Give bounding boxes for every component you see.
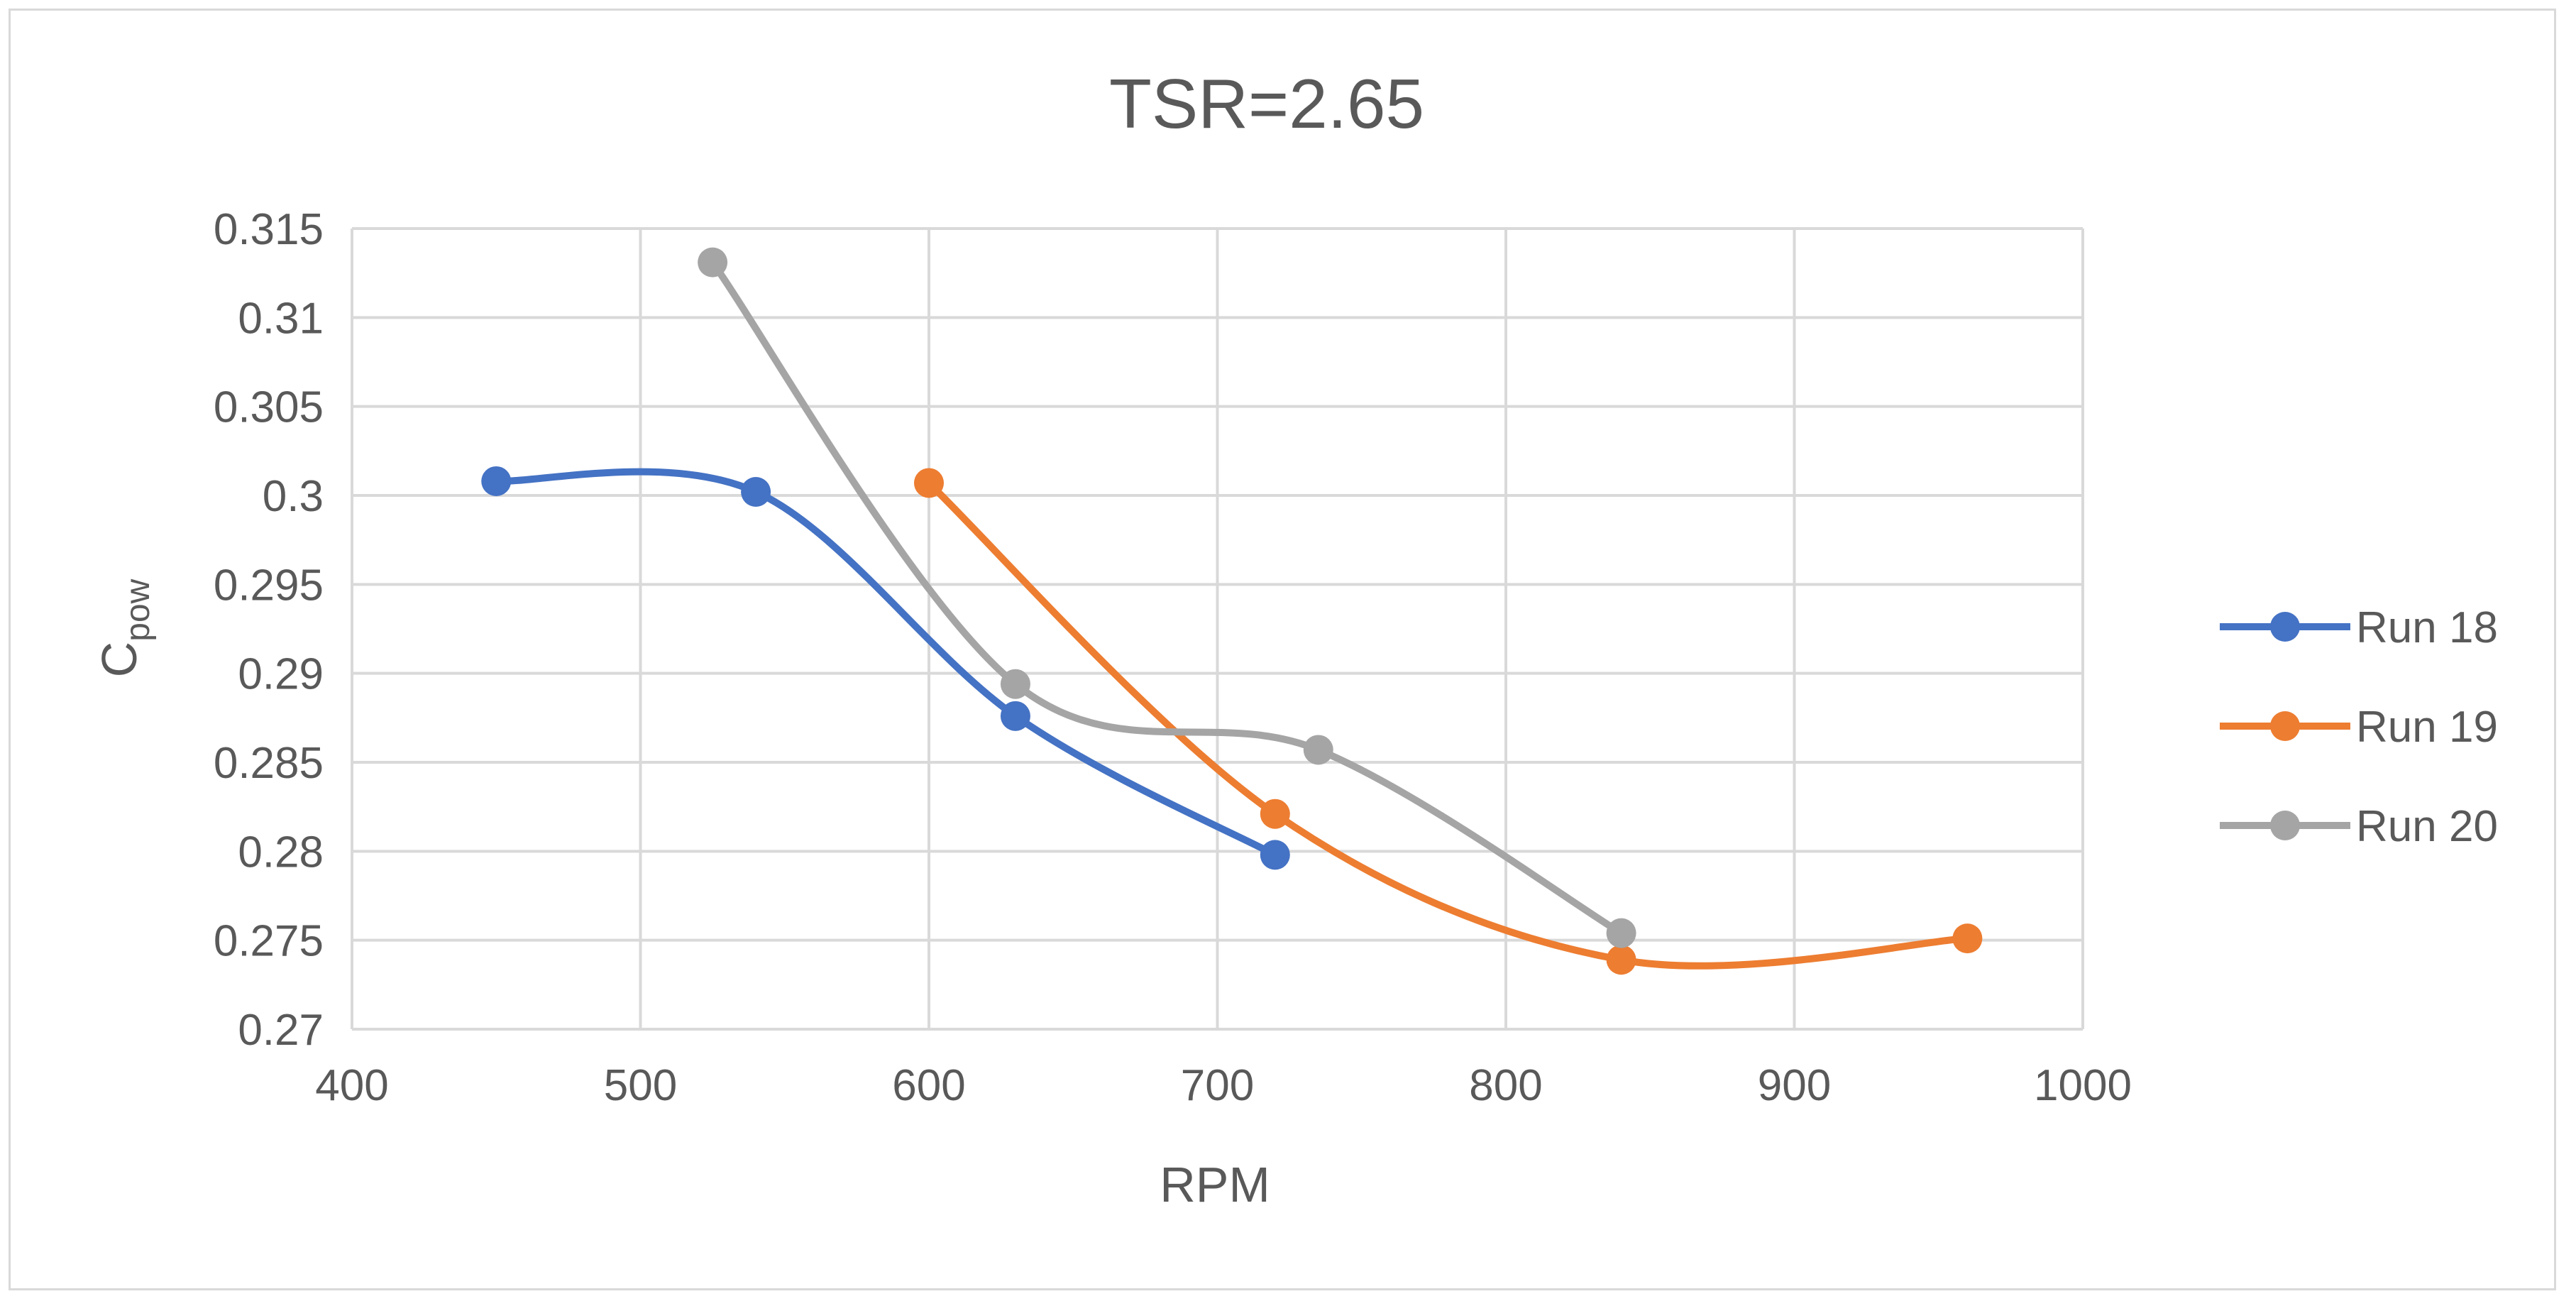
series-run-18 <box>481 466 1290 870</box>
data-point-run-19 <box>1606 945 1636 975</box>
data-point-run-19 <box>1952 923 1983 954</box>
data-point-run-18 <box>741 476 771 507</box>
y-tick-label: 0.315 <box>214 205 324 254</box>
legend-label: Run 18 <box>2356 603 2498 652</box>
series-line-run-19 <box>925 479 1971 970</box>
y-tick-label: 0.29 <box>238 650 324 699</box>
y-tick-label: 0.285 <box>214 739 324 788</box>
y-tick-label: 0.275 <box>214 917 324 966</box>
legend-label: Run 19 <box>2356 703 2498 752</box>
series-layer <box>481 247 1983 975</box>
y-tick-label: 0.3 <box>263 472 324 521</box>
y-axis-label: Cpow <box>92 578 157 677</box>
series-line-run-20 <box>709 258 1625 937</box>
data-point-run-19 <box>914 468 944 498</box>
data-point-run-20 <box>1606 918 1636 948</box>
data-point-run-19 <box>1260 799 1290 829</box>
legend: Run 18 Run 19 Run 20 <box>2220 603 2498 851</box>
gridlines <box>351 227 2084 1031</box>
legend-marker <box>2270 612 2300 642</box>
y-tick-label: 0.28 <box>238 828 324 877</box>
legend-item-run-20: Run 20 <box>2220 802 2498 851</box>
y-axis-label-main: C <box>92 642 147 678</box>
y-tick-label: 0.305 <box>214 383 324 432</box>
data-point-run-18 <box>1000 701 1030 731</box>
x-tick-label: 400 <box>315 1061 388 1110</box>
x-tick-label: 800 <box>1469 1061 1542 1110</box>
legend-item-run-18: Run 18 <box>2220 603 2498 652</box>
series-line-run-18 <box>492 468 1279 859</box>
legend-marker <box>2270 811 2300 840</box>
chart-frame <box>9 9 2556 1290</box>
y-tick-label: 0.31 <box>238 294 324 343</box>
data-point-run-20 <box>698 247 728 278</box>
data-point-run-18 <box>1260 840 1290 870</box>
y-axis-label-sub: pow <box>119 578 157 641</box>
data-point-run-18 <box>481 466 512 496</box>
x-axis-ticks: 400 500 600 700 800 900 1000 <box>315 1061 2132 1110</box>
x-tick-label: 600 <box>892 1061 965 1110</box>
series-run-20 <box>698 247 1636 948</box>
x-tick-label: 500 <box>604 1061 677 1110</box>
legend-item-run-19: Run 19 <box>2220 703 2498 752</box>
x-tick-label: 900 <box>1758 1061 1831 1110</box>
legend-marker <box>2270 711 2300 741</box>
y-axis-ticks: 0.27 0.275 0.28 0.285 0.29 0.295 0.3 0.305 0.31 0… <box>214 205 324 1055</box>
y-tick-label: 0.295 <box>214 561 324 610</box>
x-tick-label: 700 <box>1181 1061 1254 1110</box>
data-point-run-20 <box>1000 669 1030 699</box>
chart-title: TSR=2.65 <box>1109 65 1424 143</box>
y-tick-label: 0.27 <box>238 1006 324 1055</box>
series-run-19 <box>914 468 1983 975</box>
legend-label: Run 20 <box>2356 802 2498 851</box>
data-point-run-20 <box>1303 735 1333 765</box>
x-tick-label: 1000 <box>2034 1061 2132 1110</box>
x-axis-label: RPM <box>1160 1157 1270 1212</box>
